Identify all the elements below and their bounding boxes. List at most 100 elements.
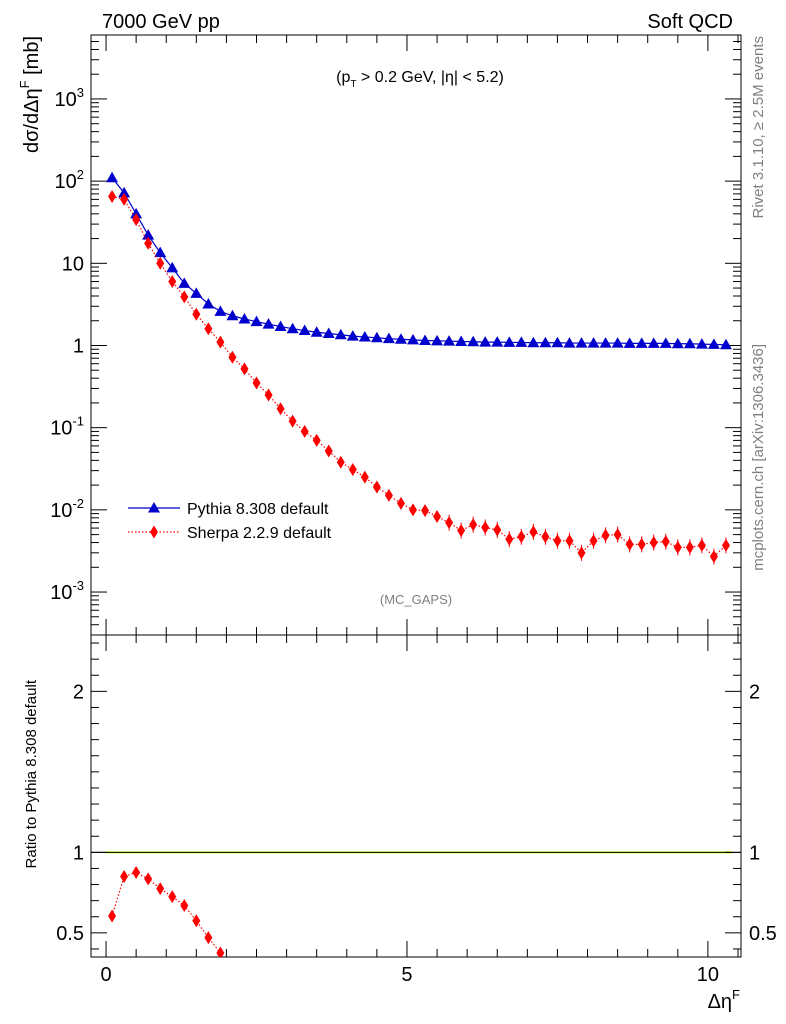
pythia-point xyxy=(106,171,119,183)
sherpa-point xyxy=(144,236,153,250)
sherpa-point xyxy=(481,520,490,534)
sherpa-point xyxy=(709,550,718,564)
main-series xyxy=(106,171,732,565)
pythia-point xyxy=(166,261,179,273)
pythia-point xyxy=(154,246,167,258)
cut-annotation: (pT​ > 0.2 GeV, |η| < 5.2) xyxy=(336,69,504,90)
pythia-point xyxy=(575,337,588,348)
pythia-point xyxy=(358,330,371,342)
pythia-point xyxy=(322,327,335,338)
pythia-point xyxy=(406,333,419,345)
pythia-point xyxy=(647,337,660,348)
ratio-y-tick-label: 1 xyxy=(73,842,84,864)
pythia-point xyxy=(479,336,492,347)
sherpa-point xyxy=(517,530,526,544)
pythia-point xyxy=(431,334,444,346)
sherpa-point xyxy=(469,518,478,532)
pythia-point xyxy=(695,338,708,349)
pythia-point xyxy=(587,337,600,348)
main-y-tick-label: 103​ xyxy=(55,85,84,111)
pythia-point xyxy=(527,336,540,348)
main-y-tick-label: 10-1​ xyxy=(50,414,84,440)
sherpa-point xyxy=(685,540,694,554)
sherpa-point xyxy=(601,528,610,542)
sherpa-point xyxy=(168,275,177,289)
pythia-point xyxy=(539,336,552,348)
pythia-point xyxy=(118,186,131,198)
pythia-point xyxy=(370,331,383,343)
sherpa-point xyxy=(204,322,213,336)
sherpa-point xyxy=(288,414,297,428)
side-label-bottom: mcplots.cern.ch [arXiv:1306.3436] xyxy=(750,344,767,571)
sherpa-point xyxy=(649,536,658,550)
sherpa-point xyxy=(493,523,502,537)
ratio-y-tick-label-right: 0.5 xyxy=(749,923,777,945)
ratio-series xyxy=(108,865,225,957)
ratio-y-tick-label: 2 xyxy=(73,681,84,703)
sherpa-point xyxy=(300,424,309,438)
sherpa-point xyxy=(613,528,622,542)
sherpa-point xyxy=(529,525,538,539)
sherpa-point xyxy=(408,503,417,517)
sherpa-point xyxy=(673,540,682,554)
sherpa-point xyxy=(252,376,261,390)
x-tick-label: 10 xyxy=(697,964,719,986)
sherpa-point xyxy=(372,480,381,494)
pythia-point xyxy=(226,309,239,321)
ratio-plot-frame xyxy=(90,634,742,958)
pythia-point xyxy=(250,315,263,327)
ratio-sherpa-point xyxy=(132,865,141,879)
pythia-point xyxy=(635,337,648,348)
axis-ticks xyxy=(91,34,741,957)
sherpa-point xyxy=(577,546,586,560)
pythia-point xyxy=(563,337,576,348)
legend-marker xyxy=(148,502,160,513)
ratio-y-axis-title: Ratio to Pythia 8.308 default xyxy=(23,679,40,868)
sherpa-point xyxy=(661,535,670,549)
pythia-point xyxy=(443,335,456,346)
header-right-label: Soft QCD xyxy=(647,11,733,33)
pythia-point xyxy=(286,322,299,334)
pythia-point xyxy=(238,313,251,324)
main-y-tick-label: 1 xyxy=(73,335,84,357)
pythia-point xyxy=(515,336,528,347)
pythia-point xyxy=(551,336,564,348)
sherpa-point xyxy=(433,509,442,523)
ratio-sherpa-point xyxy=(120,870,129,883)
main-y-tick-label: 102​ xyxy=(55,167,84,193)
ratio-uncertainty-band xyxy=(91,851,741,854)
pythia-point xyxy=(142,229,155,240)
pythia-point xyxy=(262,318,275,329)
ratio-sherpa-line xyxy=(111,871,221,954)
ratio-sherpa-point xyxy=(168,890,177,904)
legend: Pythia 8.308 default Sherpa 2.2.9 default xyxy=(128,501,332,542)
sherpa-point xyxy=(625,537,634,551)
main-y-tick-label: 10 xyxy=(62,253,84,275)
pythia-point xyxy=(623,337,636,348)
sherpa-point xyxy=(324,444,333,458)
sherpa-point xyxy=(637,537,646,551)
pythia-point xyxy=(455,335,468,346)
pythia-point xyxy=(503,336,516,347)
sherpa-point xyxy=(120,192,129,206)
pythia-point xyxy=(419,334,432,346)
main-y-tick-label: 10-3​ xyxy=(50,578,84,604)
x-tick-label: 0 xyxy=(100,964,111,986)
sherpa-point xyxy=(721,538,730,552)
sherpa-point xyxy=(336,455,345,469)
axis-tick-labels: 0 5 10 10-3​ 10-2​ 10-1​ 1 10 102​ 103​ 0.5 0.5 1 1 2 2 xyxy=(50,85,777,986)
ratio-y-tick-label-right: 1 xyxy=(749,842,760,864)
sherpa-point xyxy=(228,350,237,364)
sherpa-point xyxy=(360,470,369,484)
sherpa-point xyxy=(505,532,514,546)
main-y-tick-label: 10-2​ xyxy=(50,496,84,522)
sherpa-point xyxy=(348,462,357,476)
pythia-point xyxy=(214,305,227,316)
sherpa-point xyxy=(108,190,117,204)
pythia-point xyxy=(298,324,311,336)
sherpa-point xyxy=(457,524,466,538)
main-y-axis-title: dσ/dΔηF​ [mb] xyxy=(17,36,43,153)
pythia-point xyxy=(190,287,203,298)
sherpa-point xyxy=(541,530,550,544)
